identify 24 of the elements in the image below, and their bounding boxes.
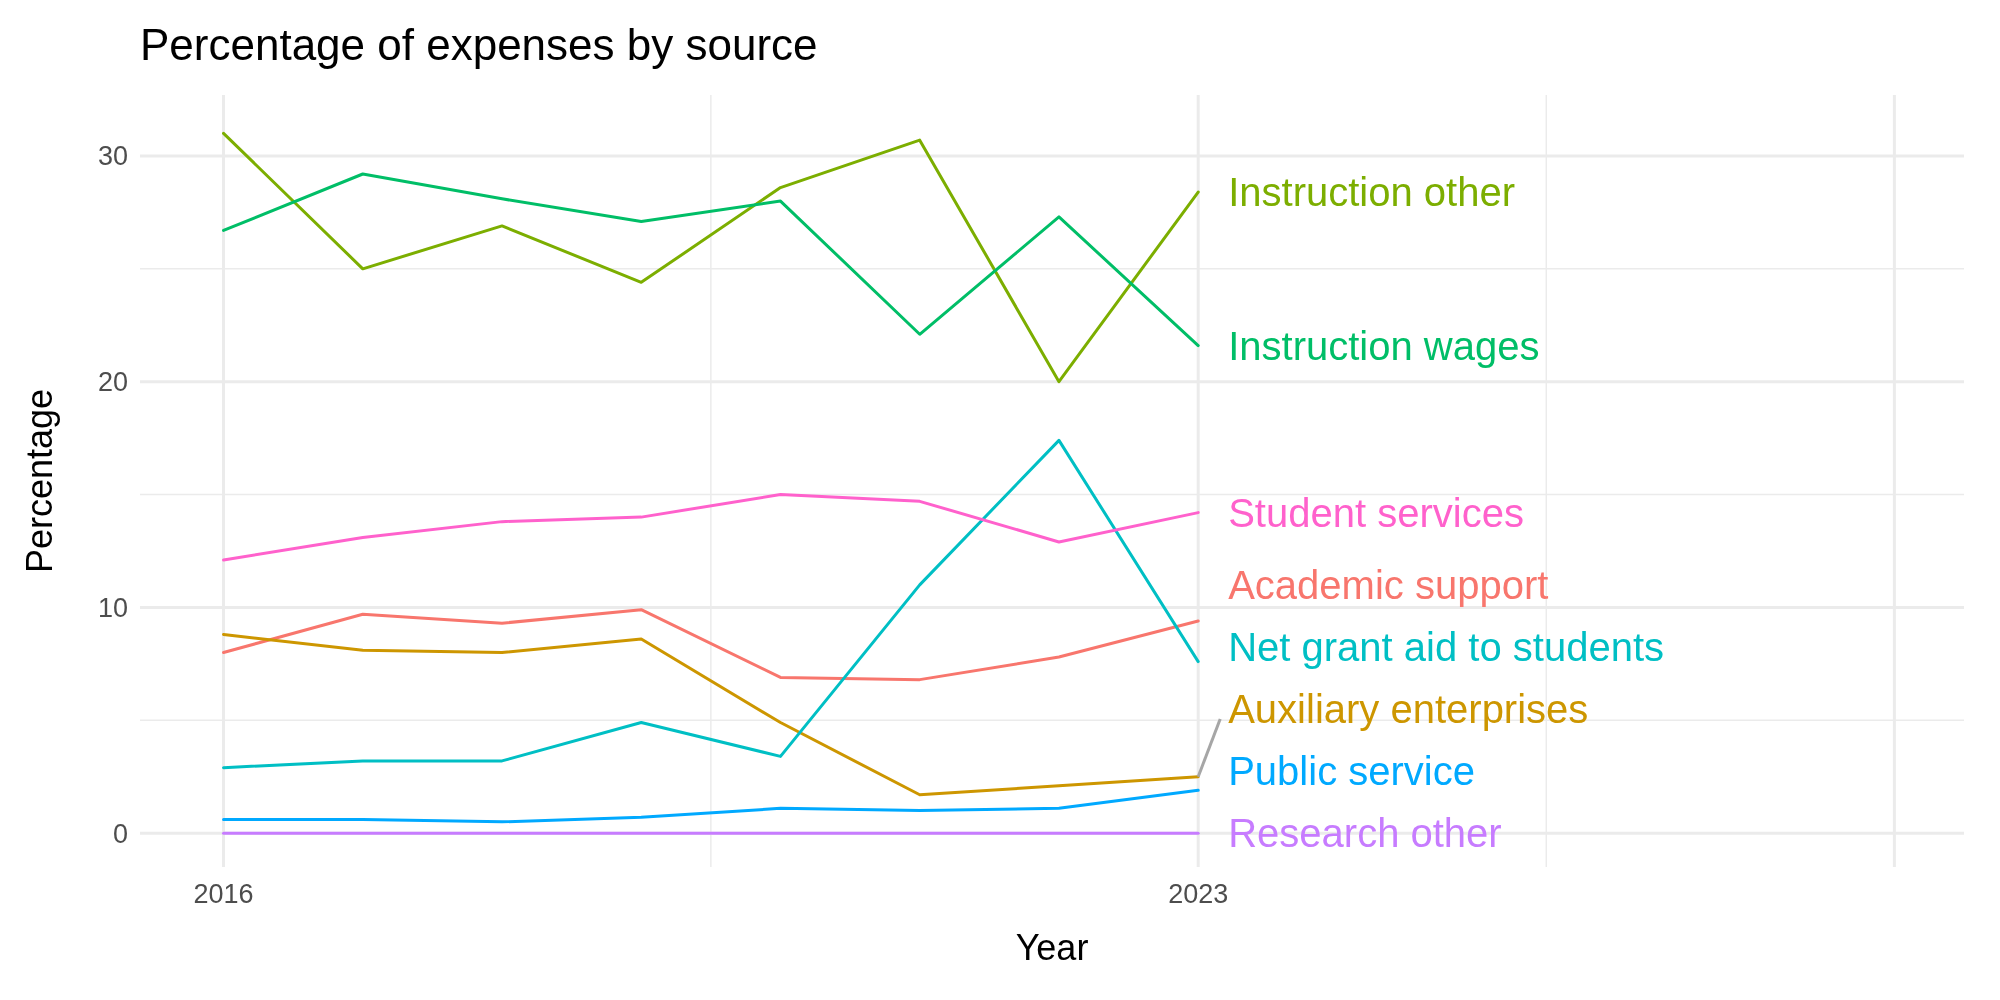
series-label: Student services <box>1228 490 1524 535</box>
series-label: Auxiliary enterprises <box>1228 686 1589 731</box>
y-axis-title: Percentage <box>19 388 60 574</box>
y-tick-label: 30 <box>97 141 128 172</box>
series-label: Research other <box>1228 811 1502 856</box>
series-label: Instruction wages <box>1228 323 1540 368</box>
x-tick-label: 2023 <box>1168 879 1229 909</box>
x-tick-label: 2016 <box>193 879 254 909</box>
chart-title: Percentage of expenses by source <box>140 20 818 69</box>
line-series <box>222 438 1200 770</box>
series-label: Instruction other <box>1228 170 1516 215</box>
x-axis-title: Year <box>1015 927 1089 968</box>
y-tick-label: 20 <box>97 367 128 398</box>
line-series <box>222 633 1200 797</box>
line-series <box>222 131 1200 384</box>
series-label: Academic support <box>1228 562 1549 607</box>
y-tick-label: 0 <box>112 818 128 849</box>
line-series <box>222 608 1200 682</box>
line-series <box>222 172 1200 348</box>
series-label: Net grant aid to students <box>1228 624 1665 669</box>
series-label: Public service <box>1228 749 1475 794</box>
y-tick-label: 10 <box>97 592 128 623</box>
line-series <box>222 788 1200 824</box>
line-series <box>222 493 1200 562</box>
